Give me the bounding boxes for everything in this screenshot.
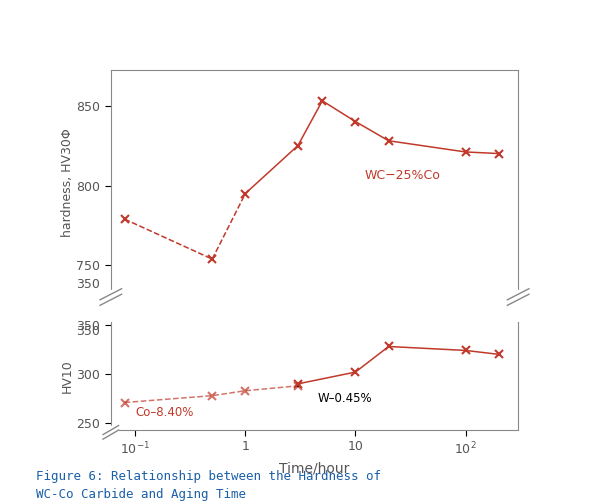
Y-axis label: HV10: HV10 bbox=[60, 359, 74, 393]
Text: 350: 350 bbox=[76, 279, 99, 291]
Text: WC−25%Co: WC−25%Co bbox=[364, 170, 440, 183]
X-axis label: Time/hour: Time/hour bbox=[279, 461, 350, 475]
Text: 350: 350 bbox=[76, 325, 99, 338]
Text: Co–8.40%: Co–8.40% bbox=[135, 406, 193, 420]
Y-axis label: hardness, HV30Φ: hardness, HV30Φ bbox=[60, 128, 74, 237]
Text: W–0.45%: W–0.45% bbox=[317, 392, 372, 405]
Text: Figure 6: Relationship between the Hardness of
WC-Co Carbide and Aging Time: Figure 6: Relationship between the Hardn… bbox=[36, 470, 381, 501]
